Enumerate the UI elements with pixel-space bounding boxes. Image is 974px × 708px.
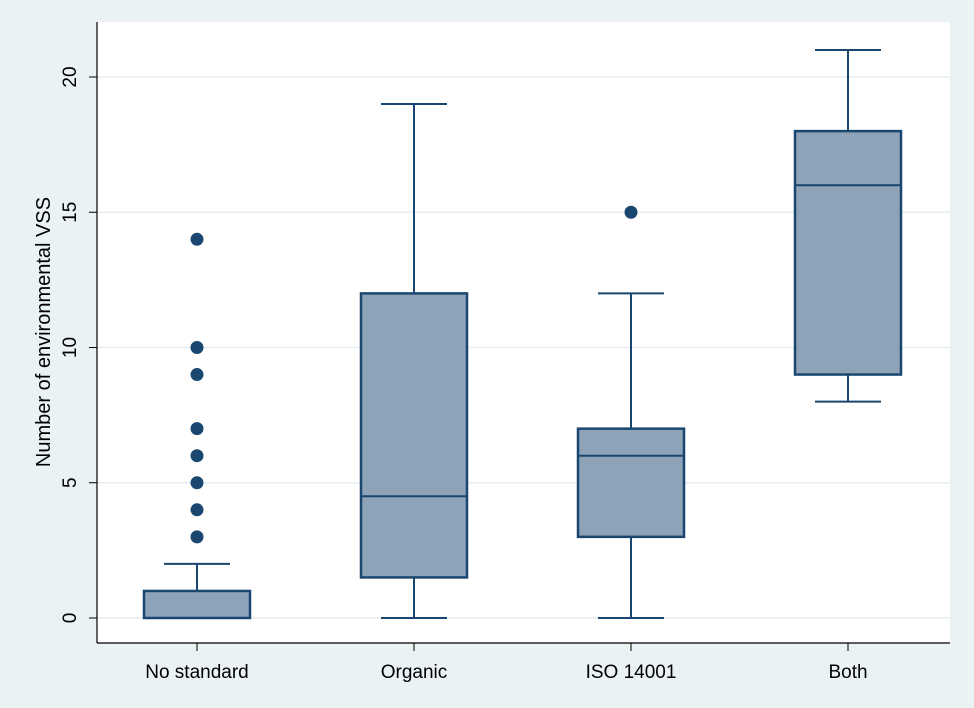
y-tick-label: 10: [60, 337, 81, 358]
y-axis-label: Number of environmental VSS: [33, 197, 55, 467]
outlier-point: [190, 341, 204, 354]
outlier-point: [190, 530, 204, 544]
outlier-point: [190, 503, 204, 517]
box: [142, 589, 252, 620]
outlier-point: [190, 232, 204, 246]
x-tick-label: ISO 14001: [586, 662, 677, 683]
x-tick-label: Organic: [381, 662, 448, 683]
box: [576, 427, 686, 539]
outlier-point: [190, 476, 204, 490]
y-tick-label: 0: [60, 613, 81, 624]
y-tick-label: 20: [60, 66, 81, 87]
y-tick-label: 5: [60, 477, 81, 488]
box: [793, 129, 903, 376]
x-tick-label: No standard: [145, 662, 249, 683]
outlier-point: [190, 422, 204, 436]
outlier-point: [624, 205, 638, 219]
box: [359, 292, 469, 579]
y-tick-label: 15: [60, 202, 81, 223]
outlier-point: [190, 449, 204, 463]
outlier-point: [190, 368, 204, 382]
x-tick-label: Both: [828, 662, 867, 683]
